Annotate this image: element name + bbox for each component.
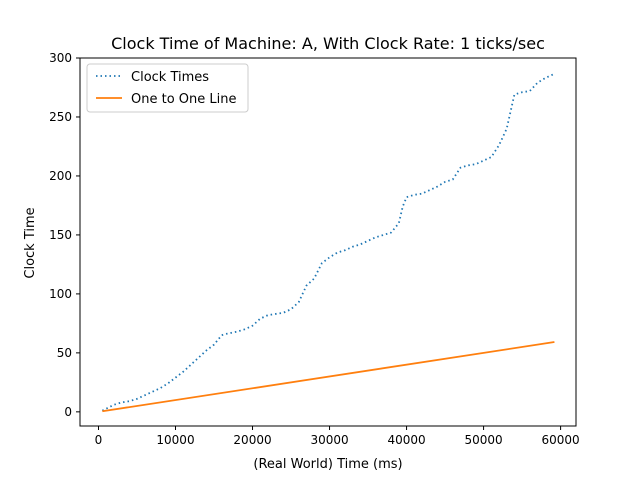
y-axis-label: Clock Time	[23, 207, 38, 278]
y-tick-label: 300	[49, 51, 72, 65]
chart-title: Clock Time of Machine: A, With Clock Rat…	[111, 34, 545, 53]
axes-frame	[79, 57, 577, 427]
y-tick-label: 150	[49, 228, 72, 242]
x-tick-label: 0	[95, 433, 103, 447]
x-tick-label: 50000	[464, 433, 502, 447]
legend-label: One to One Line	[131, 92, 236, 107]
x-axis-label: (Real World) Time (ms)	[253, 457, 402, 472]
x-tick-label: 20000	[233, 433, 271, 447]
plot-area: 0 10000 20000 30000 40000 50000 60000 0 50 100 150…	[49, 51, 580, 447]
y-tick-label: 200	[49, 169, 72, 183]
legend-label: Clock Times	[131, 70, 209, 85]
legend: Clock Times One to One Line	[86, 63, 249, 113]
y-tick-label: 100	[49, 287, 72, 301]
y-tick-label: 0	[64, 405, 72, 419]
x-tick-label: 30000	[310, 433, 348, 447]
x-tick-label: 40000	[387, 433, 425, 447]
legend-box	[86, 63, 249, 113]
x-tick-label: 60000	[542, 433, 580, 447]
series-line-clock-times	[101, 73, 554, 412]
x-tick-label: 10000	[156, 433, 194, 447]
series-line-one-to-one-line	[102, 341, 555, 413]
y-tick-label: 50	[57, 346, 72, 360]
y-tick-label: 250	[49, 110, 72, 124]
